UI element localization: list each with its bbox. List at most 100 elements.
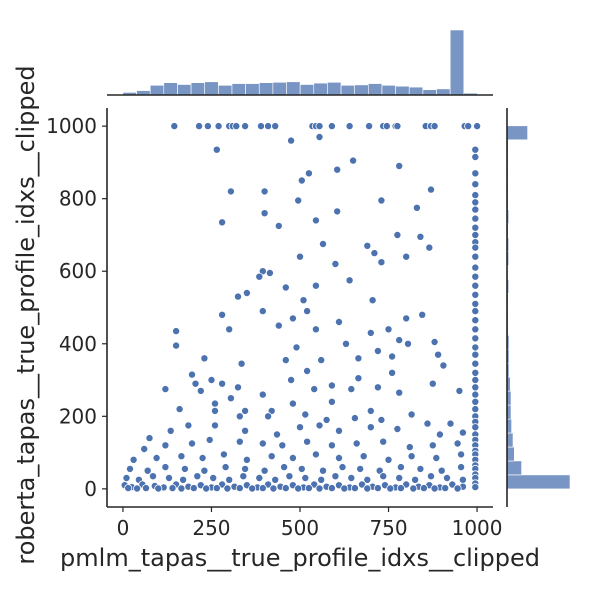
scatter-point [377,415,386,424]
marginal-x-bar [313,82,328,96]
scatter-point [373,383,382,392]
scatter-point [239,472,248,481]
scatter-point [218,379,227,388]
scatter-point [333,165,342,174]
scatter-point [237,359,246,368]
scatter-point [195,122,204,131]
marginal-x-bar [231,83,246,96]
scatter-point [315,132,324,141]
scatter-point [430,484,439,493]
scatter-point [395,161,404,170]
marginal-x-bar [327,82,342,96]
scatter-point [154,484,163,493]
scatter-point [471,325,480,334]
scatter-point [365,122,374,131]
scatter-point [327,122,336,131]
scatter-point [345,276,354,285]
scatter-point [200,354,209,363]
scatter-point [179,475,188,484]
scatter-point [471,180,480,189]
scatter-point [177,484,186,493]
scatter-point [430,337,439,346]
scatter-point [395,388,404,397]
scatter-point [304,169,313,178]
scatter-point [419,484,428,493]
marginal-x-bar [204,81,219,96]
scatter-point [172,341,181,350]
scatter-point [357,480,366,489]
y-tick-label: 0 [84,477,97,501]
scatter-point [294,484,303,493]
scatter-point [340,484,349,493]
scatter-point [143,466,152,475]
scatter-point [133,484,142,493]
marginal-x-bar [299,84,315,96]
scatter-point [122,473,131,482]
scatter-point [226,187,235,196]
scatter-point [370,249,379,258]
scatter-point [471,223,480,232]
scatter-point [354,354,363,363]
scatter-point [416,232,425,241]
scatter-point [455,386,464,395]
scatter-point [368,296,377,305]
scatter-point [303,366,312,375]
scatter-point [471,205,480,214]
scatter-point [241,406,250,415]
scatter-point [338,463,347,472]
scatter-point [471,359,480,368]
scatter-point [161,385,170,394]
scatter-point [265,268,274,277]
scatter-point [315,421,324,430]
scatter-point [428,441,437,450]
scatter-point [471,290,480,299]
scatter-point [287,136,296,145]
scatter-point [327,397,336,406]
y-axis-label: roberta_tapas__true_profile_idxs__clippe… [12,65,40,564]
scatter-point [407,410,416,419]
scatter-point [274,321,283,330]
scatter-point [426,185,435,194]
scatter-point [471,405,480,414]
x-tick-label: 250 [192,516,230,540]
scatter-point [318,239,327,248]
scatter-point [457,450,466,459]
scatter-point [402,314,411,323]
scatter-point [471,191,480,200]
scatter-point [210,421,219,430]
scatter-point [409,484,418,493]
scatter-point [334,426,343,435]
marginal-x-bar [286,81,301,96]
scatter-point [434,350,443,359]
scatter-point [278,441,287,450]
scatter-point [471,343,480,352]
scatter-point [226,394,235,403]
scatter-point [152,453,161,462]
scatter-point [175,405,184,414]
marginal-y-bar [506,446,515,462]
scatter-point [233,383,242,392]
scatter-point [471,397,480,406]
marginal-x-bar [408,86,424,96]
scatter-point [377,258,386,267]
scatter-point [242,455,251,464]
marginal-y-bar [506,474,571,490]
scatter-point [303,307,312,316]
scatter-point [311,281,320,290]
scatter-point [288,453,297,462]
scatter-point [393,122,402,131]
scatter-point [301,410,310,419]
scatter-point [432,453,441,462]
scatter-point [260,209,269,218]
scatter-point [418,310,427,319]
scatter-point [210,406,219,415]
scatter-point [366,406,375,415]
scatter-point [311,450,320,459]
scatter-point [345,122,354,131]
marginal-x-bar [436,88,451,96]
scatter-point [396,463,405,472]
scatter-point [471,368,480,377]
scatter-point [198,453,207,462]
scatter-point [471,334,480,343]
marginal-x-histogram [107,29,493,96]
